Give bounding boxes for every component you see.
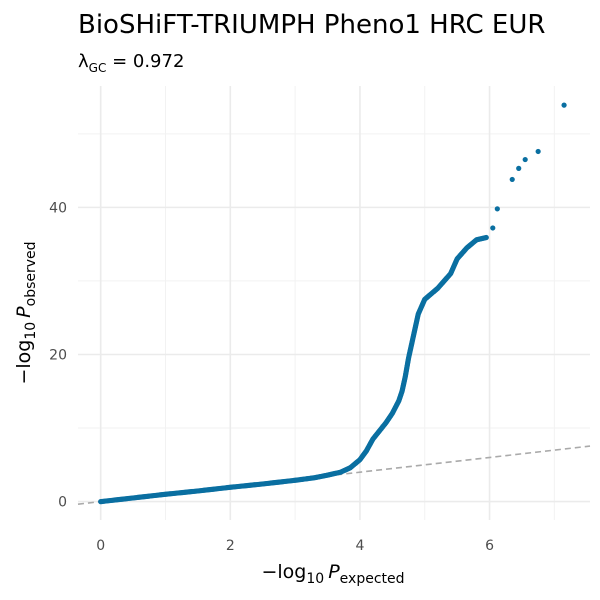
data-point-outlier — [494, 206, 500, 212]
data-point-outlier — [490, 225, 496, 231]
grid-lines — [78, 86, 590, 520]
data-point-outlier — [509, 176, 515, 183]
lambda-value: 0.972 — [133, 51, 185, 72]
lambda-subscript: GC — [89, 61, 107, 75]
lambda-equals: = — [106, 51, 133, 72]
y-tick-label: 20 — [49, 347, 67, 363]
data-point-outlier — [535, 148, 541, 155]
x-axis-title: −log10 Pexpected — [261, 561, 404, 587]
y-tick-labels: 0 20 40 — [49, 200, 67, 510]
y-tick-label: 40 — [49, 200, 67, 216]
x-tick-label: 6 — [485, 538, 494, 554]
y-tick-label: 0 — [58, 495, 67, 511]
x-tick-label: 2 — [226, 538, 235, 554]
x-tick-label: 4 — [355, 538, 364, 554]
data-point-outlier — [522, 156, 528, 163]
y-axis-title: −log10Pobserved — [13, 241, 39, 384]
data-point-outlier — [561, 102, 567, 108]
data-point-outlier — [516, 165, 522, 171]
data-point — [483, 234, 489, 241]
chart-title: BioSHiFT-TRIUMPH Pheno1 HRC EUR — [78, 10, 545, 40]
x-tick-label: 0 — [96, 538, 105, 554]
data-points — [98, 102, 567, 505]
x-tick-labels: 0 2 4 6 — [96, 538, 494, 554]
chart-subtitle: λGC = 0.972 — [78, 51, 184, 75]
lambda-symbol: λ — [78, 51, 89, 72]
